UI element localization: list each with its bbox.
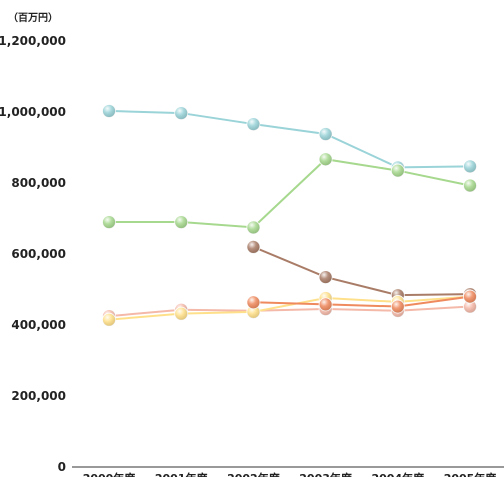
- y-tick-label: 800,000: [11, 176, 66, 190]
- data-point-highlight: [174, 307, 188, 321]
- data-point-highlight: [391, 164, 405, 178]
- data-point-highlight: [102, 104, 116, 118]
- data-point-highlight: [102, 215, 116, 229]
- x-tick-label: 2000年度: [83, 471, 137, 477]
- y-tick-label: 0: [58, 460, 66, 474]
- y-tick-label: 600,000: [11, 247, 66, 261]
- y-axis: 0 200,000 400,000 600,000 800,000 1,000,000 1,…: [0, 34, 66, 474]
- series-line: [108, 295, 471, 321]
- x-tick-label: 2004年度: [371, 471, 425, 477]
- data-point-highlight: [463, 159, 477, 173]
- y-tick-label: 1,000,000: [0, 105, 66, 119]
- y-tick-label: 400,000: [11, 318, 66, 332]
- y-tick-label: 200,000: [11, 389, 66, 403]
- data-point-highlight: [463, 178, 477, 192]
- data-point-highlight: [246, 240, 260, 254]
- unit-label: （百万円）: [8, 11, 58, 24]
- x-tick-label: 2005年度: [444, 471, 498, 477]
- x-tick-label: 2003年度: [299, 471, 353, 477]
- data-point-highlight: [319, 297, 333, 311]
- series-line: [108, 109, 471, 169]
- data-point-highlight: [246, 117, 260, 131]
- data-point-highlight: [102, 313, 116, 327]
- series-line: [108, 305, 471, 318]
- series-1: [102, 104, 477, 175]
- data-point-highlight: [463, 290, 477, 304]
- data-point-highlight: [174, 215, 188, 229]
- series-6: [246, 289, 477, 314]
- data-point-highlight: [246, 305, 260, 319]
- x-axis: 2000年度 2001年度 2002年度 2003年度 2004年度 2005年度: [72, 466, 504, 477]
- data-point-highlight: [246, 295, 260, 309]
- series-line: [109, 158, 471, 229]
- data-point-highlight: [174, 106, 188, 120]
- plot-area: [102, 104, 477, 327]
- data-point-highlight: [246, 220, 260, 234]
- x-tick-label: 2002年度: [227, 471, 281, 477]
- series-line: [253, 245, 471, 297]
- data-point-highlight: [319, 127, 333, 141]
- data-point-highlight: [319, 152, 333, 166]
- y-tick-label: 1,200,000: [0, 34, 66, 48]
- data-point-highlight: [319, 270, 333, 284]
- data-point-highlight: [463, 300, 477, 314]
- series-line: [253, 295, 471, 308]
- series-2: [102, 152, 477, 235]
- data-point-highlight: [391, 300, 405, 314]
- x-tick-label: 2001年度: [155, 471, 209, 477]
- series-3: [246, 239, 477, 303]
